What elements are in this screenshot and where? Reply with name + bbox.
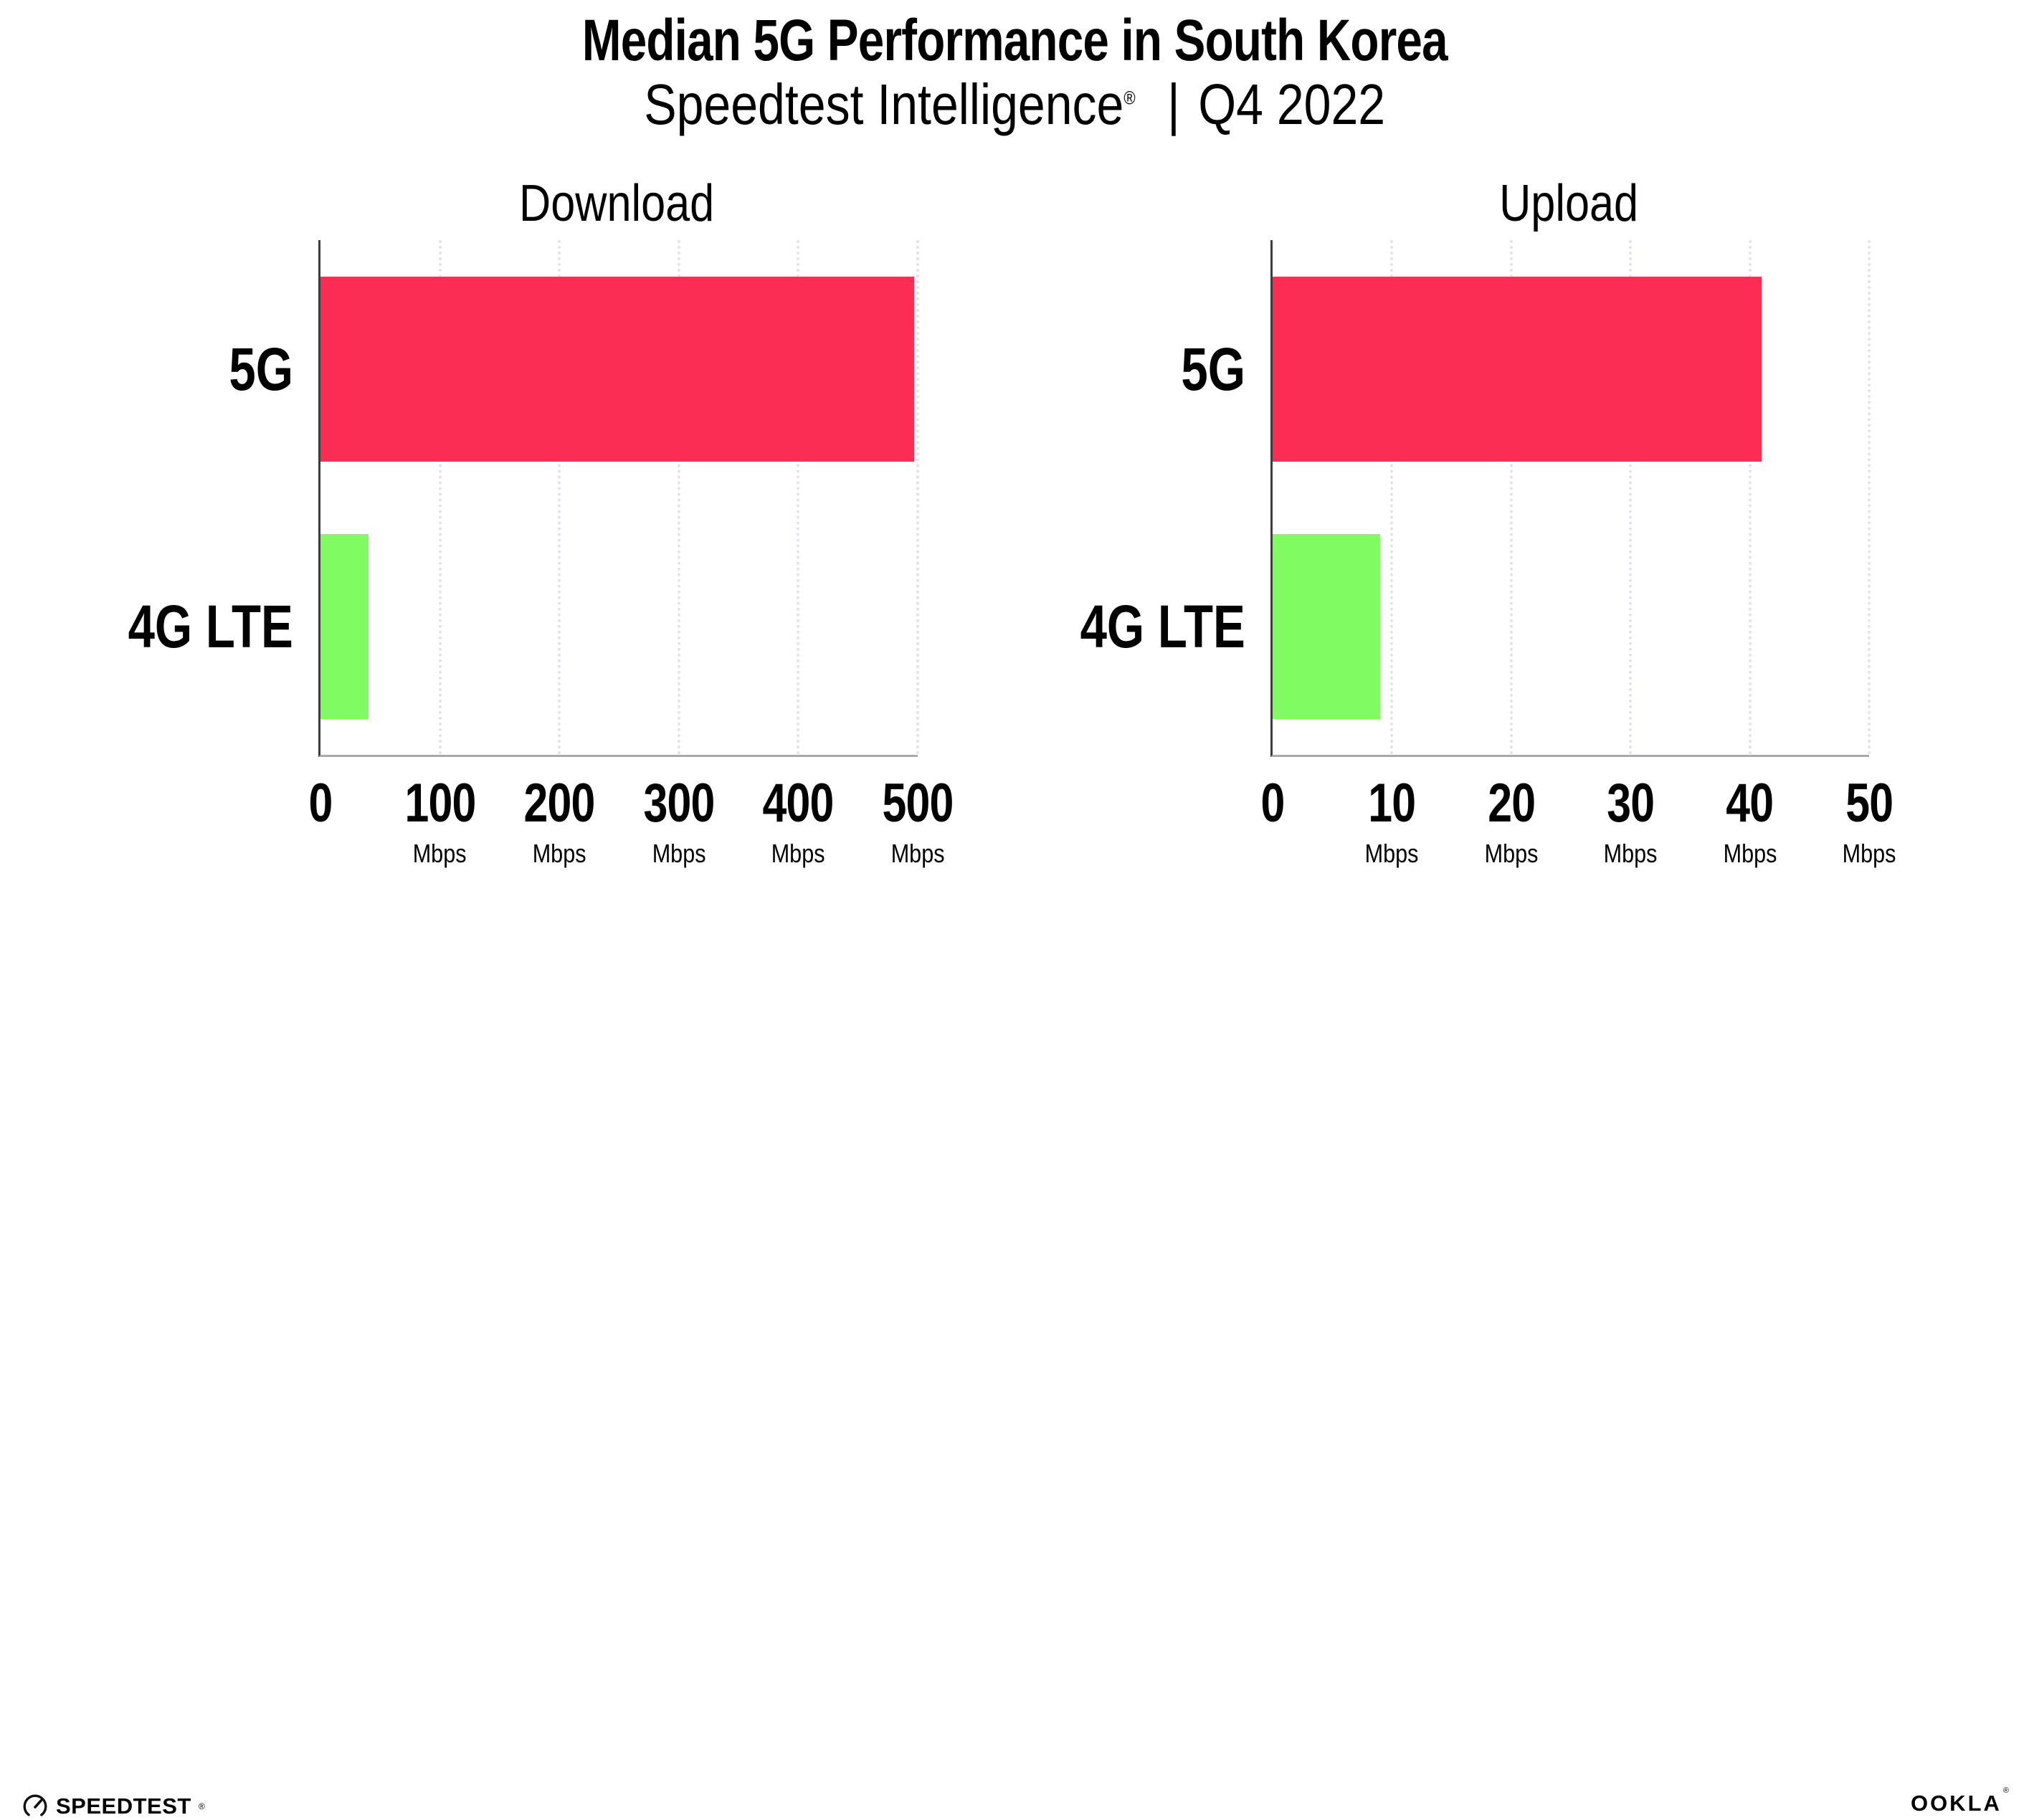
upload-bar-4g-lte <box>1273 534 1380 719</box>
download-tick-unit-label-100: Mbps <box>413 839 467 868</box>
upload-axis-tick-10: 10 Mbps <box>1360 776 1423 867</box>
download-gridline-500 <box>916 240 919 755</box>
upload-tick-unit-label-20: Mbps <box>1484 839 1539 868</box>
upload-tick-label-40: 40 <box>1726 773 1774 834</box>
upload-tick-label-30: 30 <box>1607 773 1655 834</box>
upload-tick-unit-label-30: Mbps <box>1603 839 1658 868</box>
download-tick-unit-label-500: Mbps <box>890 839 945 868</box>
download-bar-4g-lte <box>320 534 369 719</box>
download-category-label-text: 5G <box>229 335 293 403</box>
upload-gridline-30 <box>1629 240 1633 755</box>
upload-category-label-4g-lte: 4G LTE <box>1039 596 1245 657</box>
upload-gridline-50 <box>1868 240 1871 755</box>
download-gridline-100 <box>438 240 442 755</box>
upload-tick-unit-40: Mbps <box>1719 841 1782 867</box>
download-axis-tick-200: 200 Mbps <box>515 776 604 867</box>
download-gridline-200 <box>558 240 561 755</box>
upload-category-label-text: 4G LTE <box>1080 593 1245 660</box>
download-tick-unit-label-300: Mbps <box>652 839 706 868</box>
chart-header: Median 5G Performance in South Korea Spe… <box>0 0 2029 135</box>
speedtest-logo: SPEEDTEST ® <box>22 1793 205 1820</box>
download-category-label-text: 4G LTE <box>128 593 293 660</box>
subtitle-separator: | <box>1166 72 1180 137</box>
download-tick-unit-label-400: Mbps <box>771 839 825 868</box>
upload-tick-unit-50: Mbps <box>1838 841 1901 867</box>
download-tick-unit-100: Mbps <box>396 841 485 867</box>
download-plot-area: 0 100 Mbps 200 Mbps 300 Mbps 400 Mbps 500 Mbps 5G 4G… <box>128 240 954 867</box>
download-category-label-4g-lte: 4G LTE <box>87 596 293 657</box>
download-tick-label-200: 200 <box>523 773 596 834</box>
page-subtitle: Speedtest Intelligence® | Q4 2022 <box>0 75 2029 135</box>
download-chart-title: Download <box>519 175 715 232</box>
upload-tick-label-20: 20 <box>1487 773 1536 834</box>
download-tick-unit-300: Mbps <box>635 841 723 867</box>
upload-tick-unit-label-50: Mbps <box>1842 839 1896 868</box>
upload-axis-tick-20: 20 Mbps <box>1480 776 1543 867</box>
download-gridline-300 <box>677 240 680 755</box>
download-tick-label-100: 100 <box>404 773 476 834</box>
download-tick-unit-label-200: Mbps <box>532 839 586 868</box>
upload-axis-tick-0: 0 <box>1258 776 1287 831</box>
download-tick-label-500: 500 <box>882 773 954 834</box>
download-bar-5g <box>320 277 914 462</box>
upload-axis-tick-30: 30 Mbps <box>1599 776 1662 867</box>
upload-gridline-40 <box>1748 240 1752 755</box>
download-tick-label-0: 0 <box>308 773 333 834</box>
subtitle-brand: Speedtest Intelligence <box>644 72 1124 137</box>
upload-category-label-5g: 5G <box>1165 339 1245 399</box>
upload-tick-unit-label-10: Mbps <box>1364 839 1419 868</box>
ookla-logo-text: OOKLA <box>1910 1791 2002 1816</box>
page-title: Median 5G Performance in South Korea <box>581 8 1448 73</box>
upload-axis-tick-50: 50 Mbps <box>1838 776 1901 867</box>
ookla-logo: OOKLA ® <box>1910 1786 2009 1816</box>
upload-plot-area: 0 10 Mbps 20 Mbps 30 Mbps 40 Mbps 50 Mbps 5G 4G LTE <box>1080 240 1896 867</box>
upload-gridline-20 <box>1509 240 1513 755</box>
page-footer: SPEEDTEST ® OOKLA ® <box>0 892 2029 1819</box>
upload-tick-unit-30: Mbps <box>1599 841 1662 867</box>
download-tick-unit-200: Mbps <box>515 841 604 867</box>
download-tick-unit-400: Mbps <box>754 841 842 867</box>
speedtest-logo-text: SPEEDTEST <box>56 1793 191 1819</box>
registered-trademark-mark: ® <box>1123 87 1136 109</box>
download-axis-tick-100: 100 Mbps <box>396 776 485 867</box>
download-gridline-400 <box>797 240 800 755</box>
download-axis-tick-500: 500 Mbps <box>873 776 962 867</box>
download-tick-unit-500: Mbps <box>873 841 962 867</box>
upload-tick-label-10: 10 <box>1368 773 1416 834</box>
upload-gridline-10 <box>1390 240 1394 755</box>
download-tick-label-400: 400 <box>762 773 835 834</box>
upload-tick-label-50: 50 <box>1845 773 1893 834</box>
upload-tick-label-0: 0 <box>1260 773 1285 834</box>
download-axis-tick-0: 0 <box>305 776 335 831</box>
upload-tick-unit-label-40: Mbps <box>1723 839 1777 868</box>
subtitle-period: Q4 2022 <box>1198 72 1385 137</box>
upload-tick-unit-20: Mbps <box>1480 841 1543 867</box>
upload-bar-5g <box>1273 277 1762 462</box>
speedtest-gauge-icon <box>23 1794 47 1819</box>
download-category-label-5g: 5G <box>213 339 293 399</box>
upload-chart-title: Upload <box>1499 175 1638 232</box>
download-tick-label-300: 300 <box>643 773 715 834</box>
download-axis-tick-400: 400 Mbps <box>754 776 842 867</box>
upload-tick-unit-10: Mbps <box>1360 841 1423 867</box>
upload-axis-tick-40: 40 Mbps <box>1719 776 1782 867</box>
upload-category-label-text: 5G <box>1181 335 1245 403</box>
download-axis-tick-300: 300 Mbps <box>635 776 723 867</box>
